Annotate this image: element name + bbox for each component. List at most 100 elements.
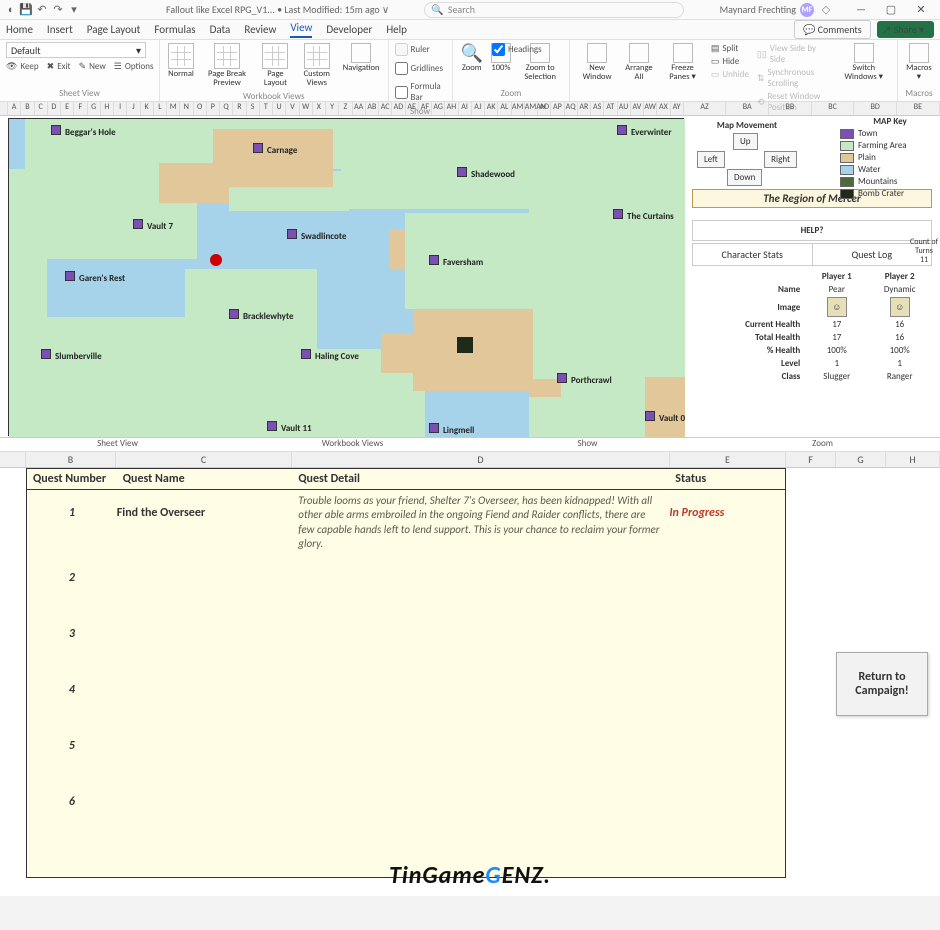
nav-pad: Up Left Right Down [697, 133, 797, 183]
location-carnage[interactable]: Carnage [253, 143, 297, 156]
window-controls: — ▢ ✕ [846, 1, 936, 19]
search-icon: 🔍 [431, 3, 443, 16]
return-to-campaign-button[interactable]: Return to Campaign! [836, 652, 928, 716]
new-window-button[interactable]: New Window [576, 42, 617, 83]
tab-developer[interactable]: Developer [326, 23, 372, 36]
qat-dropdown-icon[interactable]: ▾ [68, 4, 80, 16]
location-beggar-s-hole[interactable]: Beggar's Hole [51, 125, 116, 138]
chevron-down-icon: ▾ [136, 44, 141, 57]
location-vault-11[interactable]: Vault 11 [267, 421, 312, 434]
stat-row: % Health100%100% [692, 344, 932, 357]
tab-formulas[interactable]: Formulas [154, 23, 195, 36]
macros-button[interactable]: Macros ▾ [904, 42, 934, 83]
unhide-button: ▭ Unhide [711, 69, 749, 80]
player-stats-table: Player 1Player 2NamePearDynamicImage☺☺Cu… [692, 270, 932, 383]
location-vault-0[interactable]: Vault 0 [645, 411, 685, 424]
location-garen-s-rest[interactable]: Garen's Rest [65, 271, 125, 284]
pagebreak-button[interactable]: Page Break Preview [200, 42, 254, 89]
location-the-curtains[interactable]: The Curtains [613, 209, 674, 222]
nav-down-button[interactable]: Down [727, 169, 762, 186]
map-key: MAP Key TownFarming AreaPlainWaterMounta… [840, 116, 940, 200]
nav-left-button[interactable]: Left [697, 151, 725, 168]
tab-home[interactable]: Home [6, 23, 33, 36]
quest-row: 1Find the OverseerTrouble looms as your … [27, 490, 785, 555]
arrange-all-button[interactable]: Arrange All [622, 42, 656, 83]
group-label: Workbook Views [166, 91, 382, 102]
switch-windows-button[interactable]: Switch Windows ▾ [837, 42, 891, 83]
location-slumberville[interactable]: Slumberville [41, 349, 102, 362]
group-label: Macros [904, 88, 934, 99]
formulabar-checkbox[interactable]: Formula Bar [395, 81, 446, 103]
share-button[interactable]: ↗ Share ▾ [877, 21, 934, 38]
quest-header-number: Quest Number [27, 469, 117, 489]
ribbon: Default▾ 👁 Keep ✖ Exit ✎ New ☰ Options S… [0, 40, 940, 102]
location-vault-7[interactable]: Vault 7 [133, 219, 173, 232]
map-area: Beggar's Hole Carnage Everwinter Shadewood V… [0, 116, 940, 438]
navigation-button[interactable]: Navigation [341, 42, 382, 74]
new-button[interactable]: ✎ New [79, 61, 106, 72]
side-panel: Map Movement Up Left Right Down MAP Key … [684, 116, 940, 437]
tab-data[interactable]: Data [210, 23, 231, 36]
nav-up-button[interactable]: Up [733, 133, 758, 150]
tab-page-layout[interactable]: Page Layout [87, 23, 141, 36]
location-bracklewhyte[interactable]: Bracklewhyte [229, 309, 294, 322]
headings-checkbox[interactable]: Headings [492, 43, 542, 56]
comments-button[interactable]: 💬 Comments [794, 20, 871, 39]
redo-icon[interactable]: ↷ [52, 4, 64, 16]
quest-row: 3 [27, 611, 785, 667]
zoom-button[interactable]: 🔍Zoom [459, 42, 485, 74]
ruler-checkbox[interactable]: Ruler [395, 43, 430, 56]
maximize-button[interactable]: ▢ [876, 1, 906, 19]
sidebyside-button: ▯▯ View Side by Side [757, 43, 833, 65]
group-label: Workbook Views [235, 438, 470, 451]
options-button[interactable]: ☰ Options [114, 61, 154, 72]
location-shadewood[interactable]: Shadewood [457, 167, 515, 180]
location-faversham[interactable]: Faversham [429, 255, 483, 268]
undo-icon[interactable]: ↶ [36, 4, 48, 16]
normal-view-button[interactable]: Normal [166, 42, 196, 80]
character-stats-button[interactable]: Character Stats [693, 244, 813, 265]
turns-counter: Count of Turns 11 [910, 238, 938, 264]
player-marker[interactable] [210, 254, 222, 266]
location-porthcrawl[interactable]: Porthcrawl [557, 373, 612, 386]
legend-item: Plain [840, 152, 940, 163]
help-button[interactable]: HELP? [692, 220, 932, 241]
quest-row: 4 [27, 667, 785, 723]
column-ruler-top: ABCDEFGHIJKLMNOPQRSTUVWXYZAAABACADAEAFAG… [0, 102, 940, 116]
hide-button[interactable]: ▭ Hide [711, 56, 749, 67]
ribbon-options-icon[interactable]: ◇ [820, 3, 832, 16]
sheet-view-select[interactable]: Default▾ [6, 42, 146, 58]
location-lingmell[interactable]: Lingmell [429, 423, 474, 436]
search-input[interactable]: 🔍 Search [424, 2, 684, 18]
close-button[interactable]: ✕ [906, 1, 936, 19]
location-haling-cove[interactable]: Haling Cove [301, 349, 359, 362]
minimize-button[interactable]: — [846, 1, 876, 19]
customviews-button[interactable]: Custom Views [297, 42, 337, 89]
tab-insert[interactable]: Insert [47, 23, 73, 36]
tab-review[interactable]: Review [244, 23, 276, 36]
tab-view[interactable]: View [290, 21, 312, 38]
quest-header-detail: Quest Detail [292, 469, 669, 489]
gridlines-checkbox[interactable]: Gridlines [395, 62, 443, 75]
group-label: Sheet View [6, 88, 153, 99]
avatar: MF [800, 3, 814, 17]
save-icon[interactable]: 💾 [20, 4, 32, 16]
title-bar: ◖ 💾 ↶ ↷ ▾ Fallout like Excel RPG_V1... •… [0, 0, 940, 20]
group-label: Zoom [459, 88, 564, 99]
freeze-panes-button[interactable]: Freeze Panes ▾ [660, 42, 705, 83]
keep-button[interactable]: 👁 Keep [6, 61, 39, 72]
location-swadlincote[interactable]: Swadlincote [287, 229, 346, 242]
user-account[interactable]: Maynard Frechting MF [720, 3, 814, 17]
exit-button[interactable]: ✖ Exit [47, 61, 71, 72]
pagelayout-button[interactable]: Page Layout [258, 42, 293, 89]
location-everwinter[interactable]: Everwinter [617, 125, 672, 138]
quest-header-status: Status [669, 469, 785, 489]
game-map[interactable]: Beggar's Hole Carnage Everwinter Shadewood V… [8, 118, 684, 436]
nav-right-button[interactable]: Right [764, 151, 797, 168]
autosave-toggle[interactable]: ◖ [4, 4, 16, 16]
stat-row: NamePearDynamic [692, 283, 932, 296]
user-name: Maynard Frechting [720, 3, 796, 16]
split-button[interactable]: ▤ Split [711, 43, 749, 54]
tab-help[interactable]: Help [386, 23, 407, 36]
stat-row: Level11 [692, 357, 932, 370]
